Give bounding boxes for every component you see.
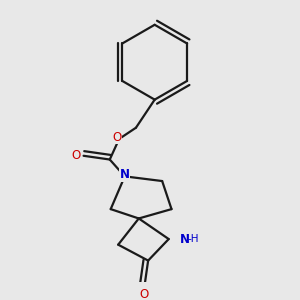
Text: O: O [71, 149, 81, 162]
Text: N: N [120, 168, 130, 181]
Text: -H: -H [188, 234, 199, 244]
Text: O: O [112, 130, 122, 144]
Text: N: N [180, 232, 190, 246]
Text: O: O [140, 288, 149, 300]
